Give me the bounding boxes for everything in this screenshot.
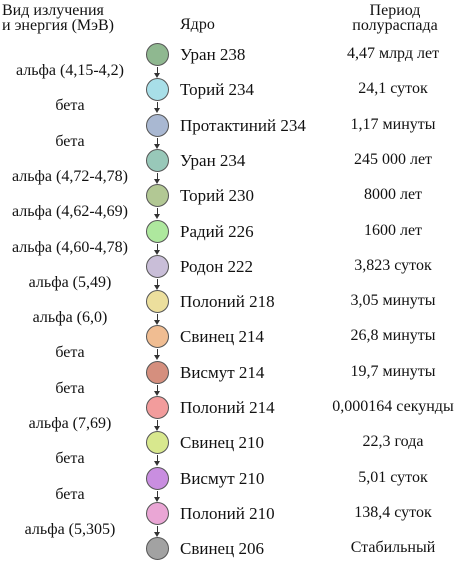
decay-arrow	[154, 67, 160, 78]
nuclide-name: Уран 234	[180, 151, 246, 170]
nuclide-half-life: 5,01 суток	[358, 469, 428, 486]
nuclide-row: Свинец 210 22,3 года	[0, 430, 465, 458]
half-life-header-line2: полураспада	[352, 17, 438, 34]
decay-arrow	[154, 173, 160, 184]
decay-type-label: альфа (4,62-4,69)	[12, 203, 128, 220]
nuclide-circle	[146, 43, 169, 66]
nuclide-name: Свинец 210	[180, 433, 264, 452]
decay-type-label: альфа (5,305)	[24, 521, 116, 538]
nuclide-row: Свинец 214 26,8 минуты	[0, 324, 465, 352]
nuclide-name: Висмут 210	[180, 469, 265, 488]
decay-arrow	[154, 385, 160, 396]
nuclide-half-life: 8000 лет	[363, 186, 423, 203]
decay-arrow	[154, 208, 160, 219]
nuclide-row: Свинец 206 Стабильный	[0, 536, 465, 564]
decay-arrow	[154, 526, 160, 537]
decay-arrow	[154, 279, 160, 290]
half-life-header-line1: Период	[369, 2, 421, 19]
nuclide-circle	[146, 114, 169, 137]
nuclide-circle	[146, 149, 169, 172]
nuclide-name: Радий 226	[180, 222, 254, 241]
decay-arrow	[154, 102, 160, 113]
decay-arrow	[154, 491, 160, 502]
nuclide-name: Полоний 210	[180, 504, 275, 523]
decay-type-label: альфа (5,49)	[28, 274, 112, 291]
decay-type-label: альфа (7,69)	[28, 415, 112, 432]
nuclide-circle	[146, 220, 169, 243]
decay-type-label: бета	[55, 486, 85, 503]
nuclide-circle	[146, 396, 169, 419]
nuclide-name: Протактиний 234	[180, 116, 306, 135]
nuclide-row: Протактиний 234 1,17 минуты	[0, 113, 465, 141]
nuclide-circle	[146, 78, 169, 101]
decay-arrow	[154, 455, 160, 466]
nuclide-row: Радий 226 1600 лет	[0, 219, 465, 247]
nuclide-circle	[146, 431, 169, 454]
nuclide-circle	[146, 290, 169, 313]
nuclide-half-life: 1,17 минуты	[350, 116, 436, 133]
nuclide-row: Торий 234 24,1 суток	[0, 77, 465, 105]
nuclide-half-life: 24,1 суток	[358, 80, 428, 97]
decay-arrow	[154, 138, 160, 149]
decay-type-label: альфа (4,15-4,2)	[16, 62, 124, 79]
decay-arrow	[154, 244, 160, 255]
nuclide-name: Висмут 214	[180, 363, 265, 382]
nuclide-name: Полоний 214	[180, 398, 275, 417]
half-life-header: Период полураспада	[330, 2, 460, 34]
decay-type-label: альфа (4,72-4,78)	[12, 168, 128, 185]
nuclide-half-life: 22,3 года	[362, 433, 424, 450]
nuclide-half-life: 3,823 суток	[354, 257, 432, 274]
nuclide-row: Полоний 210 138,4 суток	[0, 501, 465, 529]
nuclide-half-life: 0,000164 секунды	[332, 398, 454, 415]
nuclide-circle	[146, 467, 169, 490]
nuclide-half-life: 1600 лет	[363, 222, 423, 239]
decay-type-header: Вид излучения и энергия (МэВ)	[2, 2, 162, 34]
decay-header-line1: Вид излучения	[2, 2, 104, 19]
nuclide-circle	[146, 184, 169, 207]
decay-type-label: бета	[55, 380, 85, 397]
decay-type-label: альфа (4,60-4,78)	[12, 239, 128, 256]
nuclide-half-life: 3,05 минуты	[350, 292, 436, 309]
nuclide-row: Висмут 210 5,01 суток	[0, 466, 465, 494]
nuclide-name: Свинец 214	[180, 327, 264, 346]
nuclide-circle	[146, 325, 169, 348]
nuclide-row: Уран 234 245 000 лет	[0, 148, 465, 176]
decay-type-label: бета	[55, 450, 85, 467]
nuclide-half-life: 245 000 лет	[353, 151, 433, 168]
decay-arrow	[154, 349, 160, 360]
decay-header-line2: и энергия (МэВ)	[2, 17, 114, 34]
nuclide-name: Свинец 206	[180, 539, 264, 558]
nuclide-row: Уран 238 4,47 млрд лет	[0, 42, 465, 70]
nuclide-half-life: Стабильный	[350, 539, 436, 556]
decay-type-label: альфа (6,0)	[32, 309, 108, 326]
nuclide-half-life: 4,47 млрд лет	[346, 45, 440, 62]
nuclide-row: Родон 222 3,823 суток	[0, 254, 465, 282]
nuclide-row: Торий 230 8000 лет	[0, 183, 465, 211]
nuclide-name: Торий 234	[180, 80, 255, 99]
nuclide-circle	[146, 361, 169, 384]
nuclide-half-life: 138,4 суток	[354, 504, 432, 521]
nuclide-row: Висмут 214 19,7 минуты	[0, 360, 465, 388]
nuclide-name: Полоний 218	[180, 292, 275, 311]
decay-type-label: бета	[55, 97, 85, 114]
decay-type-label: бета	[55, 133, 85, 150]
nuclide-half-life: 19,7 минуты	[350, 363, 436, 380]
nuclide-row: Полоний 218 3,05 минуты	[0, 289, 465, 317]
nuclide-circle	[146, 537, 169, 560]
nuclide-circle	[146, 502, 169, 525]
nuclide-name: Уран 238	[180, 45, 246, 64]
decay-arrow	[154, 314, 160, 325]
nuclide-half-life: 26,8 минуты	[350, 327, 436, 344]
decay-type-label: бета	[55, 344, 85, 361]
nuclide-name: Родон 222	[180, 257, 254, 276]
nuclide-circle	[146, 255, 169, 278]
nuclide-name: Торий 230	[180, 186, 255, 205]
nuclide-row: Полоний 214 0,000164 секунды	[0, 395, 465, 423]
nucleus-header: Ядро	[180, 16, 215, 33]
decay-arrow	[154, 420, 160, 431]
